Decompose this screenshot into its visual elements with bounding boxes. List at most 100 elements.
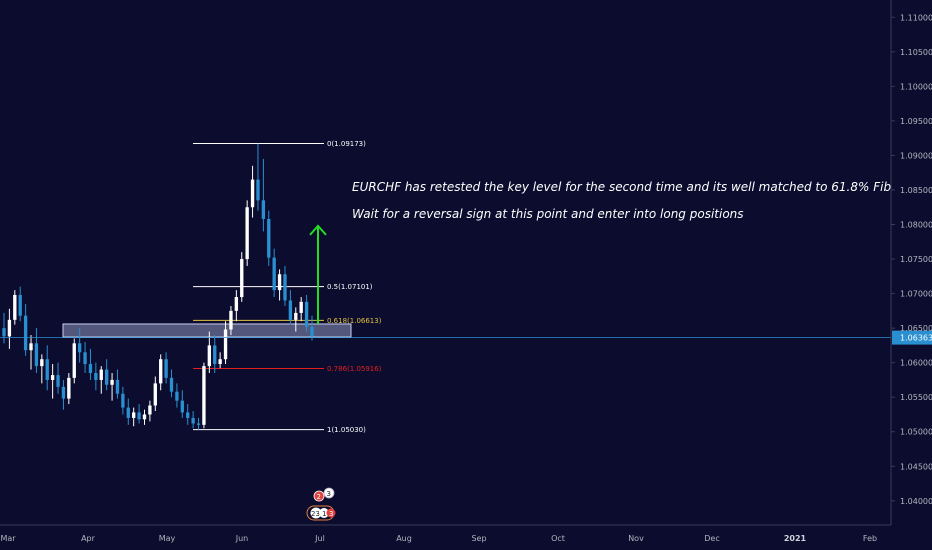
candle-body <box>18 294 22 316</box>
candle-body <box>29 343 33 351</box>
candle-body <box>45 359 49 380</box>
candle-body <box>207 345 212 367</box>
candle-body <box>277 274 282 291</box>
x-tick-label: Apr <box>81 534 96 543</box>
candle-body <box>56 375 60 387</box>
event-badge-2[interactable]: 3 <box>327 490 331 498</box>
x-tick-label: Oct <box>551 534 565 543</box>
candle-body <box>261 200 266 219</box>
candle-body <box>99 369 103 380</box>
candle-body <box>175 391 179 401</box>
y-tick-label: 1.04500 <box>900 462 932 471</box>
event-badges[interactable]: 2 3 23 1 3 <box>306 487 336 521</box>
candle-body <box>142 414 147 420</box>
x-tick-label: Jul <box>314 534 325 543</box>
candle-body <box>310 326 314 337</box>
candle-body <box>245 207 249 260</box>
y-tick-label: 1.07500 <box>900 255 932 264</box>
candle-body <box>213 345 217 365</box>
x-tick-label: Aug <box>396 534 412 543</box>
y-tick-label: 1.05500 <box>900 393 932 402</box>
current-price-label: 1.06363 <box>900 334 932 343</box>
candle-body <box>202 366 206 425</box>
candle-body <box>240 259 244 298</box>
x-tick-label: Jun <box>235 534 249 543</box>
y-tick-label: 1.08000 <box>900 221 932 230</box>
candle-body <box>137 412 141 420</box>
candle-body <box>256 179 260 201</box>
annotation-line-1: EURCHF has retested the key level for th… <box>352 180 891 194</box>
x-tick-label: Sep <box>471 534 486 543</box>
y-tick-label: 1.10500 <box>900 48 932 57</box>
candle-body <box>250 179 255 208</box>
candle-body <box>267 218 271 258</box>
y-tick-label: 1.10000 <box>900 82 932 91</box>
candle-body <box>94 373 98 380</box>
candle-body <box>148 405 152 415</box>
candle-body <box>169 377 174 392</box>
candle-body <box>61 386 66 399</box>
y-tick-label: 1.04000 <box>900 497 932 506</box>
candle-body <box>180 400 184 413</box>
candle-body <box>132 412 136 418</box>
x-tick-label: 2021 <box>784 534 807 543</box>
key-level-zone[interactable] <box>62 323 352 338</box>
candle-body <box>288 300 293 320</box>
event-badge-3[interactable]: 23 <box>311 510 320 518</box>
candle-body <box>159 359 163 384</box>
long-arrow-head[interactable] <box>309 224 327 236</box>
candle-body <box>34 343 39 367</box>
candle-body <box>77 343 82 353</box>
candle-body <box>13 294 17 320</box>
candle-body <box>153 383 157 406</box>
y-tick-label: 1.06500 <box>900 324 932 333</box>
candle-body <box>272 257 276 291</box>
y-tick-label: 1.07000 <box>900 290 932 299</box>
fib-level-label: 0.618(1.06613) <box>327 317 382 325</box>
candle-body <box>7 319 12 337</box>
x-tick-label: Feb <box>863 534 877 543</box>
candle-body <box>50 375 55 380</box>
event-badge-5[interactable]: 3 <box>329 510 333 518</box>
candle-body <box>40 359 44 367</box>
candle-body <box>23 315 28 351</box>
candle-body <box>67 377 71 399</box>
candle-body <box>234 297 239 311</box>
candle-body <box>104 369 109 385</box>
current-price-badge <box>892 330 932 345</box>
y-tick-label: 1.09500 <box>900 117 932 126</box>
x-tick-label: Dec <box>704 534 719 543</box>
candle-body <box>283 274 287 301</box>
y-tick-label: 1.05000 <box>900 428 932 437</box>
y-tick-label: 1.11000 <box>900 13 932 22</box>
candle-body <box>126 407 130 418</box>
candle-body <box>304 301 309 327</box>
x-tick-label: Mar <box>0 534 16 543</box>
x-tick-label: May <box>159 534 176 543</box>
annotation-line-2: Wait for a reversal sign at this point a… <box>352 207 744 221</box>
candle-body <box>72 343 76 378</box>
candle-body <box>110 379 114 385</box>
y-tick-label: 1.08500 <box>900 186 932 195</box>
candle-body <box>164 359 168 378</box>
candle-body <box>223 329 228 360</box>
fib-level-label: 0.5(1.07101) <box>327 283 373 291</box>
candle-body <box>186 412 190 418</box>
candle-body <box>299 301 303 313</box>
candle-body <box>121 393 125 408</box>
candle-body <box>196 423 201 425</box>
event-badge-4[interactable]: 1 <box>322 510 326 518</box>
candle-body <box>218 359 222 365</box>
candle-body <box>294 312 298 320</box>
fib-level-label: 1(1.05030) <box>327 426 366 434</box>
event-badge-1[interactable]: 2 <box>317 493 321 501</box>
y-tick-label: 1.06000 <box>900 359 932 368</box>
fib-level-label: 0.786(1.05916) <box>327 365 382 373</box>
fib-level-label: 0(1.09173) <box>327 140 366 148</box>
x-tick-label: Nov <box>628 534 644 543</box>
candle-body <box>88 364 93 374</box>
candle-body <box>115 379 120 394</box>
y-tick-label: 1.09000 <box>900 151 932 160</box>
